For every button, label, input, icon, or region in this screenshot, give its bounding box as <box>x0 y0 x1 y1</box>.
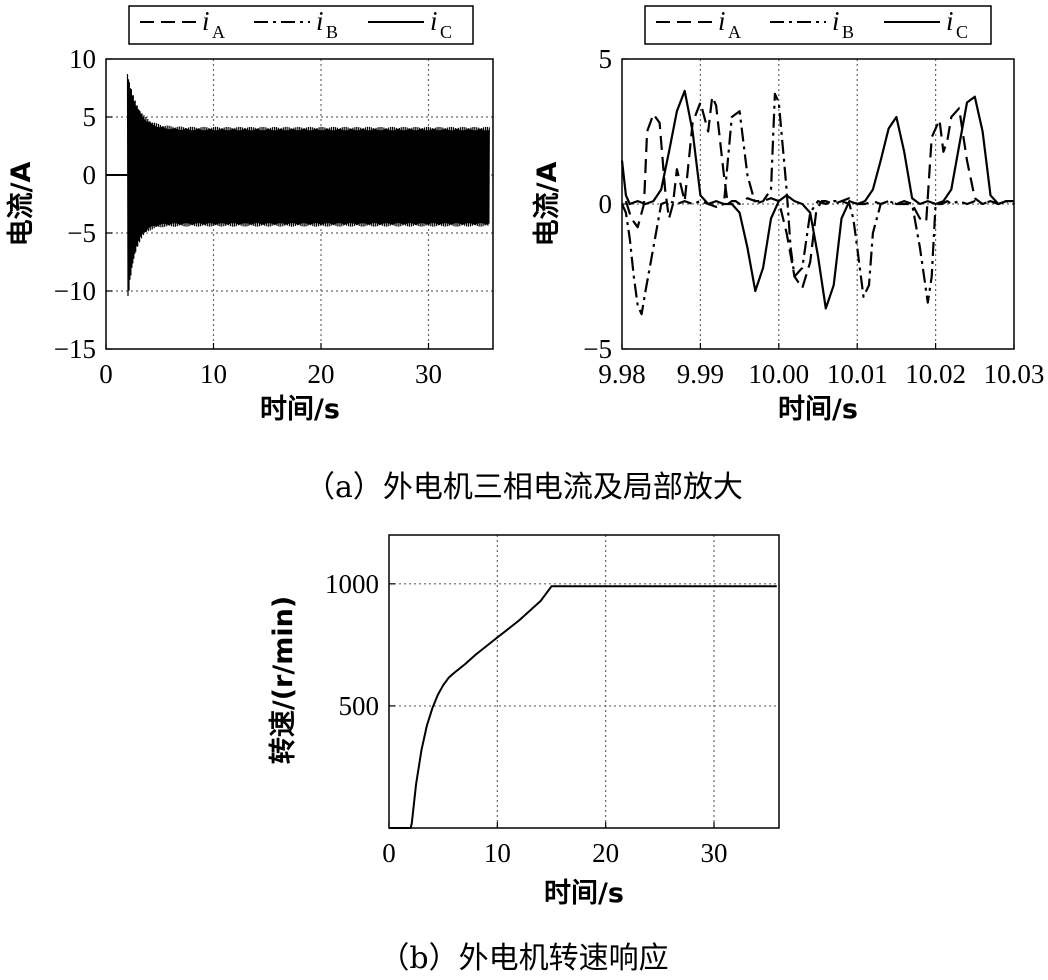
plot-area <box>620 89 1015 316</box>
legend-sub-c: C <box>440 22 452 42</box>
caption-a: （a）外电机三相电流及局部放大 <box>305 470 743 505</box>
series-iC <box>620 89 1014 310</box>
y-tick-label: 500 <box>339 691 380 721</box>
y-tick-label: −5 <box>67 218 96 248</box>
tick-labels: 9.98 9.99 10.00 10.01 10.02 10.03 5 0 −5 <box>583 44 1044 389</box>
plot-area <box>106 74 490 297</box>
legend-sub-c: C <box>956 22 968 42</box>
tick-labels: 0 10 20 30 10 5 0 −5 −10 −15 <box>54 44 442 389</box>
x-tick-label: 0 <box>382 838 396 868</box>
y-tick-label: −15 <box>54 334 96 364</box>
legend-label-b: i <box>832 6 840 36</box>
legend-label-c: i <box>946 6 954 36</box>
x-tick-label: 0 <box>99 359 113 389</box>
y-tick-label: 0 <box>83 160 97 190</box>
y-tick-label: 1000 <box>325 569 379 599</box>
legend-sub-b: B <box>326 22 338 42</box>
legend-sub-a: A <box>212 22 225 42</box>
legend-label-a: i <box>202 6 210 36</box>
x-tick-label: 10.00 <box>748 359 809 389</box>
tick-labels: 0 10 20 30 1000 500 <box>325 569 728 868</box>
x-tick-label: 10 <box>200 359 227 389</box>
y-tick-label: 10 <box>69 44 96 74</box>
chart-speed: 0 10 20 30 1000 500 时间/s 转速/(r/min) <box>268 534 780 909</box>
plot-frame <box>621 58 1015 350</box>
plot-area <box>389 585 777 829</box>
y-tick-label: 5 <box>83 102 97 132</box>
legend-label-c: i <box>430 6 438 36</box>
series-speed <box>389 585 777 829</box>
y-tick-label: 5 <box>599 44 613 74</box>
series-iA <box>624 95 1014 290</box>
x-tick-label: 9.99 <box>677 359 724 389</box>
x-tick-label: 30 <box>415 359 442 389</box>
x-tick-label: 10.03 <box>984 359 1045 389</box>
legend-sub-a: A <box>728 22 741 42</box>
plot-frame <box>388 534 780 829</box>
y-axis-label: 转速/(r/min) <box>268 596 299 764</box>
y-axis-label: 电流/A <box>6 162 37 247</box>
y-axis-label: 电流/A <box>532 162 563 247</box>
x-tick-label: 20 <box>592 838 619 868</box>
series-iB <box>620 92 1015 316</box>
grid <box>388 535 779 828</box>
x-tick-label: 10.01 <box>827 359 888 389</box>
y-tick-label: 0 <box>599 189 613 219</box>
x-tick-label: 10.02 <box>905 359 966 389</box>
legend-label-a: i <box>718 6 726 36</box>
x-axis-label: 时间/s <box>544 878 624 909</box>
legend-sub-b: B <box>842 22 854 42</box>
plot-frame <box>105 58 494 350</box>
y-tick-label: −5 <box>583 334 612 364</box>
legend <box>128 5 474 45</box>
legend <box>644 5 992 45</box>
y-tick-label: −10 <box>54 276 96 306</box>
x-tick-label: 30 <box>701 838 728 868</box>
x-tick-label: 20 <box>308 359 335 389</box>
x-tick-label: 9.98 <box>598 359 645 389</box>
x-axis-label: 时间/s <box>778 394 858 425</box>
x-tick-label: 10 <box>484 838 511 868</box>
current-oscillation <box>126 74 490 297</box>
x-axis-label: 时间/s <box>260 394 340 425</box>
legend-label-b: i <box>316 6 324 36</box>
caption-b: （b）外电机转速响应 <box>379 941 668 976</box>
